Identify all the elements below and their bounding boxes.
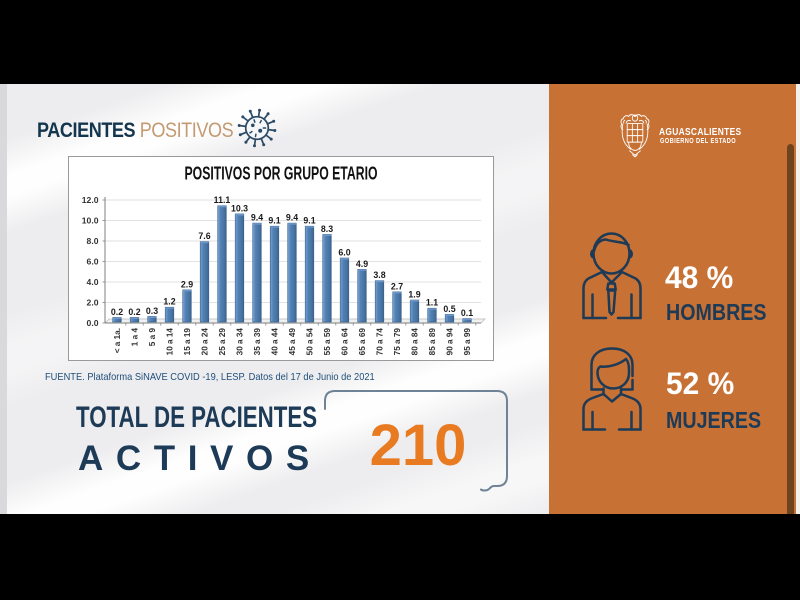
svg-text:10.0: 10.0 [82, 215, 99, 225]
svg-text:< a 1a.: < a 1a. [113, 328, 122, 353]
svg-text:25 a 29: 25 a 29 [218, 328, 227, 356]
svg-text:4.9: 4.9 [356, 259, 368, 269]
svg-text:9.4: 9.4 [286, 213, 298, 223]
svg-text:1.9: 1.9 [408, 290, 420, 300]
svg-text:50 a 54: 50 a 54 [306, 328, 315, 356]
svg-text:90 a 94: 90 a 94 [446, 328, 455, 356]
svg-text:60 a 64: 60 a 64 [341, 328, 350, 356]
svg-text:1 a 4: 1 a 4 [131, 328, 140, 347]
svg-text:2.9: 2.9 [181, 279, 193, 289]
svg-text:1.2: 1.2 [163, 297, 175, 307]
svg-text:30 a 34: 30 a 34 [236, 328, 245, 356]
svg-text:6.0: 6.0 [87, 256, 99, 266]
svg-text:4.0: 4.0 [87, 277, 99, 287]
svg-text:85 a 89: 85 a 89 [428, 328, 437, 356]
svg-text:0.2: 0.2 [111, 307, 123, 317]
svg-text:8.3: 8.3 [321, 224, 333, 234]
svg-text:40 a 44: 40 a 44 [271, 328, 280, 356]
svg-text:3.8: 3.8 [373, 270, 385, 280]
svg-text:15 a 19: 15 a 19 [183, 328, 192, 356]
svg-text:45 a 49: 45 a 49 [288, 328, 297, 356]
svg-text:11.1: 11.1 [214, 195, 231, 205]
svg-text:35 a 39: 35 a 39 [253, 328, 262, 356]
svg-text:0.5: 0.5 [443, 304, 455, 314]
svg-text:10.3: 10.3 [231, 203, 248, 213]
svg-text:9.1: 9.1 [303, 216, 315, 226]
svg-text:9.4: 9.4 [251, 213, 263, 223]
svg-text:0.2: 0.2 [128, 307, 140, 317]
svg-text:2.7: 2.7 [391, 281, 403, 291]
svg-text:7.6: 7.6 [198, 231, 210, 241]
svg-text:0.1: 0.1 [461, 308, 473, 318]
svg-text:8.0: 8.0 [87, 236, 99, 246]
svg-text:95 a 99: 95 a 99 [463, 328, 472, 356]
svg-text:6.0: 6.0 [338, 248, 350, 258]
svg-text:12.0: 12.0 [82, 195, 99, 205]
svg-text:1.1: 1.1 [426, 298, 438, 308]
svg-text:5 a 9: 5 a 9 [148, 328, 157, 347]
svg-text:0.3: 0.3 [146, 306, 158, 316]
svg-text:70 a 74: 70 a 74 [376, 328, 385, 356]
svg-text:POSITIVOS POR GRUPO ETARIO: POSITIVOS POR GRUPO ETARIO [185, 163, 378, 184]
svg-text:2.0: 2.0 [87, 297, 99, 307]
svg-text:75 a 79: 75 a 79 [393, 328, 402, 356]
svg-text:9.1: 9.1 [268, 216, 280, 226]
svg-text:10 a 14: 10 a 14 [166, 328, 175, 356]
svg-text:65 a 69: 65 a 69 [358, 328, 367, 356]
svg-text:20 a 24: 20 a 24 [201, 328, 210, 356]
svg-text:0.0: 0.0 [87, 318, 99, 328]
svg-text:80 a 84: 80 a 84 [411, 328, 420, 356]
svg-text:55 a 59: 55 a 59 [323, 328, 332, 356]
